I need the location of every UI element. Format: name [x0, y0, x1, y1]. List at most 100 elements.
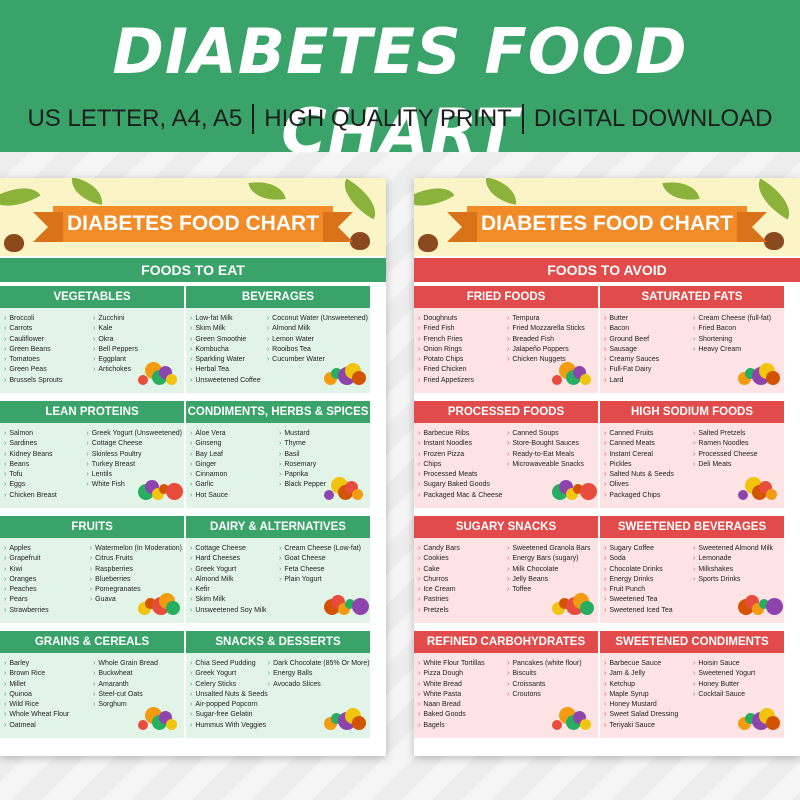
list-item: Ramen Noodles — [693, 439, 782, 449]
food-illustration-shape — [738, 490, 748, 500]
list-item: Chips — [418, 460, 507, 470]
food-card: SWEETENED CONDIMENTS Barbecue SauceJam & … — [600, 631, 784, 738]
list-column: MustardThymeBasilRosemaryPaprikaBlack Pe… — [279, 429, 368, 501]
list-column: DoughnutsFried FishFrench FriesOnion Rin… — [418, 314, 507, 386]
list-column: Coconut Water (Unsweetened)Almond MilkLe… — [267, 314, 368, 386]
food-illustration-shape — [766, 489, 777, 500]
list-item: Cauliflower — [4, 335, 93, 345]
food-card: FRIED FOODS DoughnutsFried FishFrench Fri… — [414, 286, 598, 393]
list-item: Olives — [604, 480, 693, 490]
list-column: ButterBaconGround BeefSausageCreamy Sauc… — [604, 314, 693, 386]
list-item: Kidney Beans — [4, 450, 86, 460]
list-item: Lemonade — [693, 554, 782, 564]
list-item: Millet — [4, 680, 93, 690]
sheet-header: DIABETES FOOD CHART — [414, 178, 800, 256]
grains-icon — [138, 700, 178, 730]
list-item: Barbecue Sauce — [604, 659, 693, 669]
list-item: Whole Wheat Flour — [4, 710, 93, 720]
list-item: Kefir — [190, 585, 279, 595]
leaf-icon — [68, 178, 106, 205]
list-item: Energy Drinks — [604, 575, 693, 585]
food-illustration-shape — [580, 601, 594, 615]
list-column: Chia Seed PuddingGreek YogurtCelery Stic… — [190, 659, 268, 731]
card-title: GRAINS & CEREALS — [0, 631, 184, 653]
dairy-icon — [324, 585, 369, 615]
list-item: Ready-to-Eat Meals — [507, 450, 596, 460]
card-list: BarleyBrown RiceMilletQuinoaWild RiceWho… — [4, 659, 182, 731]
list-item: Herbal Tea — [190, 365, 267, 375]
list-column: Hoisin SauceSweetened YogurtHoney Butter… — [693, 659, 782, 731]
list-item: Pastries — [418, 595, 507, 605]
food-illustration-shape — [580, 374, 591, 385]
list-item: Fried Appetizers — [418, 376, 507, 386]
list-item: Unsweetened Soy Milk — [190, 606, 279, 616]
list-item: Bell Peppers — [93, 345, 182, 355]
list-item: Fruit Punch — [604, 585, 693, 595]
list-column: ApplesGrapefruitKiwiOrangesPeachesPearsS… — [4, 544, 90, 616]
list-item: Sweetened Almond Milk — [693, 544, 782, 554]
list-item: Sorghum — [93, 700, 182, 710]
list-item: White Fish — [86, 480, 182, 490]
list-item: Salted Nuts & Seeds — [604, 470, 693, 480]
list-item: Ginseng — [190, 439, 279, 449]
list-item: Greek Yogurt — [190, 669, 268, 679]
list-item: Soda — [604, 554, 693, 564]
card-list: DoughnutsFried FishFrench FriesOnion Rin… — [418, 314, 596, 386]
banner-title: DIABETES FOOD CHART — [112, 15, 688, 168]
list-item: Microwaveable Snacks — [507, 460, 596, 470]
list-item: Processed Cheese — [693, 450, 782, 460]
list-item: Canned Meats — [604, 439, 693, 449]
food-illustration-shape — [166, 374, 177, 385]
list-item: Apples — [4, 544, 90, 554]
list-item: Ground Beef — [604, 335, 693, 345]
list-item: Cucumber Water — [267, 355, 368, 365]
list-item: Rooibos Tea — [267, 345, 368, 355]
leaf-icon — [482, 178, 520, 205]
list-item: Raspberries — [90, 565, 182, 575]
list-item: Coconut Water (Unsweetened) — [267, 314, 368, 324]
list-item: Onion Rings — [418, 345, 507, 355]
list-item: Watermelon (In Moderation) — [90, 544, 182, 554]
card-list: Low-fat MilkSkim MilkGreen SmoothieKombu… — [190, 314, 368, 386]
list-item: Greek Yogurt — [190, 565, 279, 575]
list-item: Dark Chocolate (85% Or More) — [268, 659, 369, 669]
tag-divider — [252, 104, 255, 134]
list-item: Packaged Chips — [604, 491, 693, 501]
list-item: Feta Cheese — [279, 565, 368, 575]
food-illustration-shape — [766, 371, 780, 385]
food-illustration-shape — [166, 601, 180, 615]
list-item: Energy Bars (sugary) — [507, 554, 596, 564]
fruits-icon — [138, 585, 180, 615]
list-item: Sweet Salad Dressing — [604, 710, 693, 720]
list-column: Cream Cheese (Low-fat)Goat CheeseFeta Ch… — [279, 544, 368, 616]
list-item: Quinoa — [4, 690, 93, 700]
list-item: Almond Milk — [267, 324, 368, 334]
list-item: Mustard — [279, 429, 368, 439]
list-item: Okra — [93, 335, 182, 345]
list-item: Ketchup — [604, 680, 693, 690]
list-item: Eggs — [4, 480, 86, 490]
list-column: Barbecue RibsInstant NoodlesFrozen Pizza… — [418, 429, 507, 501]
card-list: Sugary CoffeeSodaChocolate DrinksEnergy … — [604, 544, 782, 616]
list-item: Pretzels — [418, 606, 507, 616]
list-column: Canned SoupsStore-Bought SaucesReady-to-… — [507, 429, 596, 501]
list-item: Paprika — [279, 470, 368, 480]
foods-to-eat-sheet: DIABETES FOOD CHART FOODS TO EAT VEGETAB… — [0, 178, 386, 756]
food-illustration-shape — [745, 368, 756, 379]
list-column: ZucchiniKaleOkraBell PeppersEggplantArti… — [93, 314, 182, 386]
list-item: Milk Chocolate — [507, 565, 596, 575]
list-item: Hummus With Veggies — [190, 721, 268, 731]
list-item: Basil — [279, 450, 368, 460]
list-item: Oranges — [4, 575, 90, 585]
list-column: SalmonSardinesKidney BeansBeansTofuEggsC… — [4, 429, 86, 501]
list-item: Goat Cheese — [279, 554, 368, 564]
list-item: Honey Mustard — [604, 700, 693, 710]
card-title: SWEETENED BEVERAGES — [600, 516, 784, 538]
sweets-icon — [552, 585, 594, 615]
list-item: Chicken Breast — [4, 491, 86, 501]
list-item: Beans — [4, 460, 86, 470]
list-column: Sweetened Almond MilkLemonadeMilkshakesS… — [693, 544, 782, 616]
list-column: BarleyBrown RiceMilletQuinoaWild RiceWho… — [4, 659, 93, 731]
list-item: Processed Meats — [418, 470, 507, 480]
list-item: Doughnuts — [418, 314, 507, 324]
